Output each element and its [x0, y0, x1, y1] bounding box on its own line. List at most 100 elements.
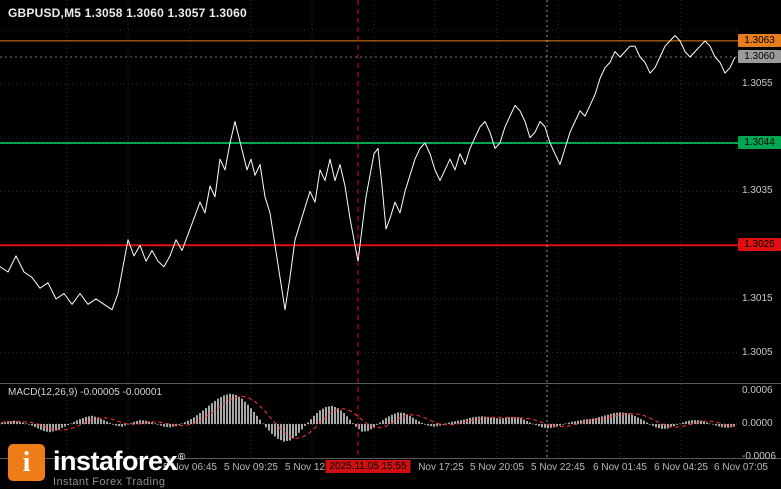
macd-histogram-bar: [337, 408, 339, 424]
time-axis-label: 5 Nov 06:45: [163, 462, 217, 473]
watermark: i instaforex® Instant Forex Trading: [8, 444, 185, 488]
macd-histogram-bar: [160, 424, 162, 426]
macd-histogram-bar: [118, 424, 120, 427]
macd-histogram-bar: [511, 416, 513, 424]
macd-histogram-bar: [412, 417, 414, 424]
macd-histogram-bar: [28, 424, 30, 425]
macd-histogram-bar: [235, 394, 237, 424]
macd-histogram-bar: [556, 424, 558, 427]
macd-histogram-bar: [727, 424, 729, 428]
macd-histogram-bar: [22, 422, 24, 424]
macd-histogram-bar: [19, 421, 21, 424]
macd-histogram-bar: [652, 424, 654, 426]
macd-histogram-bar: [82, 418, 84, 424]
macd-histogram-bar: [460, 420, 462, 424]
macd-histogram-bar: [292, 424, 294, 439]
macd-histogram-bar: [49, 424, 51, 433]
macd-histogram-bar: [595, 418, 597, 424]
time-axis-label: 6 Nov 07:05: [714, 462, 768, 473]
macd-histogram-bar: [43, 424, 45, 432]
macd-histogram-bar: [40, 424, 42, 430]
macd-histogram-bar: [226, 394, 228, 424]
macd-histogram-bar: [700, 420, 702, 424]
macd-histogram-bar: [601, 416, 603, 424]
macd-histogram-bar: [316, 413, 318, 424]
watermark-text: instaforex® Instant Forex Trading: [53, 444, 185, 488]
macd-histogram-bar: [451, 421, 453, 424]
macd-histogram-bar: [241, 398, 243, 424]
macd-histogram-bar: [493, 418, 495, 424]
macd-histogram-bar: [76, 420, 78, 424]
macd-histogram-bar: [256, 415, 258, 424]
macd-histogram-bar: [133, 421, 135, 424]
macd-histogram-bar: [469, 418, 471, 424]
macd-histogram-bar: [328, 406, 330, 424]
macd-histogram-bar: [382, 420, 384, 424]
macd-histogram-bar: [733, 424, 735, 427]
macd-histogram-bar: [361, 424, 363, 432]
macd-histogram-bar: [514, 417, 516, 424]
macd-histogram-bar: [619, 412, 621, 424]
macd-histogram-bar: [661, 424, 663, 429]
macd-histogram-bar: [454, 421, 456, 424]
macd-histogram-bar: [541, 424, 543, 428]
watermark-tagline: Instant Forex Trading: [53, 476, 166, 488]
macd-histogram-bar: [52, 424, 54, 432]
macd-histogram-bar: [589, 419, 591, 424]
time-axis-label-highlighted: 2025.11.05 15:55: [325, 460, 411, 473]
macd-histogram-bar: [613, 413, 615, 424]
macd-histogram-bar: [637, 417, 639, 424]
macd-histogram-bar: [388, 416, 390, 424]
macd-histogram-bar: [520, 418, 522, 424]
macd-histogram-bar: [253, 411, 255, 424]
macd-histogram-bar: [136, 421, 138, 424]
macd-histogram-bar: [25, 423, 27, 425]
chart-symbol-title: GBPUSD,M5 1.3058 1.3060 1.3057 1.3060: [8, 6, 247, 20]
price-axis-label: 1.3015: [742, 292, 773, 304]
macd-histogram-bar: [142, 420, 144, 424]
macd-histogram-bar: [457, 420, 459, 424]
macd-histogram-bar: [706, 422, 708, 424]
macd-histogram-bar: [682, 422, 684, 424]
macd-histogram-bar: [538, 424, 540, 427]
macd-histogram-bar: [280, 424, 282, 441]
macd-histogram-bar: [640, 419, 642, 424]
macd-histogram-bar: [163, 424, 165, 427]
macd-axis-label: 0.0000: [742, 418, 773, 429]
macd-histogram-bar: [703, 421, 705, 424]
macd-axis-label: 0.0006: [742, 385, 773, 397]
macd-histogram-bar: [190, 419, 192, 424]
macd-histogram-bar: [295, 424, 297, 437]
macd-histogram-bar: [427, 424, 429, 426]
macd-histogram-bar: [673, 424, 675, 427]
macd-histogram-bar: [490, 417, 492, 424]
macd-histogram-bar: [58, 424, 60, 430]
macd-histogram-bar: [394, 413, 396, 424]
macd-histogram-bar: [409, 415, 411, 424]
macd-histogram-bar: [403, 413, 405, 424]
macd-histogram-bar: [7, 421, 9, 424]
macd-histogram-bar: [4, 421, 6, 424]
macd-histogram-bar: [208, 405, 210, 424]
macd-histogram-bar: [406, 414, 408, 424]
macd-histogram-bar: [592, 418, 594, 424]
macd-histogram-bar: [79, 419, 81, 424]
macd-histogram-bar: [376, 424, 378, 425]
macd-histogram-bar: [250, 408, 252, 424]
macd-histogram-bar: [655, 424, 657, 428]
macd-histogram-bar: [721, 424, 723, 428]
macd-histogram-bar: [691, 420, 693, 424]
macd-histogram-bar: [184, 422, 186, 424]
macd-histogram-bar: [508, 417, 510, 424]
macd-histogram-bar: [574, 421, 576, 424]
macd-histogram-bar: [124, 424, 126, 426]
macd-histogram-bar: [598, 417, 600, 424]
macd-histogram-bar: [571, 421, 573, 424]
macd-histogram-bar: [46, 424, 48, 432]
macd-histogram-bar: [232, 394, 234, 424]
macd-histogram-bar: [325, 407, 327, 424]
macd-histogram-bar: [580, 420, 582, 424]
macd-histogram-bar: [301, 424, 303, 430]
